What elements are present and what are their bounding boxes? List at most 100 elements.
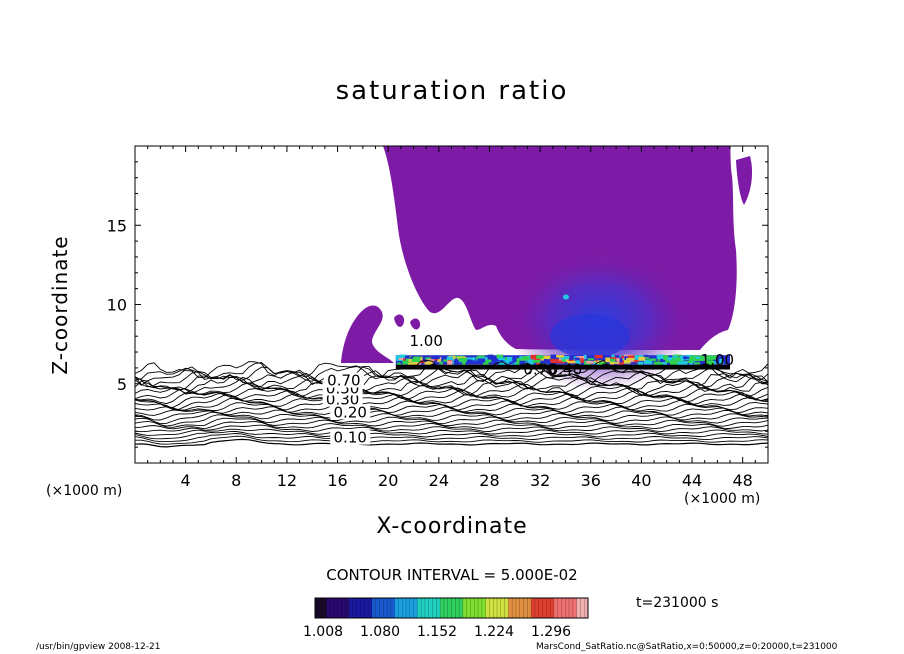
band-cell xyxy=(628,355,636,360)
band-cell xyxy=(436,361,443,365)
band-cell xyxy=(485,359,492,363)
x-unit-label-left: (×1000 m) xyxy=(46,483,123,499)
band-cell xyxy=(519,360,526,366)
contour-label: 1.00 xyxy=(701,351,734,369)
y-tick-label: 5 xyxy=(117,375,127,394)
colorbar-cell xyxy=(428,598,434,618)
contour-line xyxy=(135,431,768,440)
band-cell xyxy=(618,360,624,365)
band-cell xyxy=(667,357,673,361)
band-cell xyxy=(685,354,694,360)
band-cell xyxy=(682,356,690,359)
colorbar-cell xyxy=(402,598,407,618)
supersaturated-blob-small xyxy=(394,314,405,327)
colorbar-cell xyxy=(409,598,415,618)
colorbar-cell xyxy=(326,598,331,618)
colorbar-cell xyxy=(550,598,555,618)
band-cell xyxy=(660,362,668,366)
colorbar-cell xyxy=(345,598,350,618)
colorbar-cell xyxy=(576,598,581,618)
band-cell xyxy=(572,359,578,363)
colorbar-cell xyxy=(538,598,543,618)
band-cell xyxy=(453,360,459,365)
colorbar-cell xyxy=(584,598,589,618)
contour-labels: 0.100.200.300.500.701.001.000.700.40 xyxy=(322,332,734,447)
band-cell xyxy=(657,357,662,361)
colorbar-cell xyxy=(315,598,320,618)
band-cell xyxy=(408,359,412,363)
band-cell xyxy=(498,361,505,366)
colorbar-cell xyxy=(478,598,483,618)
colorbar-cell xyxy=(390,598,396,618)
contour-line xyxy=(135,397,768,411)
band-cell xyxy=(575,360,581,365)
colorbar-cell xyxy=(462,598,468,618)
colorbar-cell xyxy=(413,598,418,618)
band-cell xyxy=(587,358,595,361)
x-axis-label: X-coordinate xyxy=(376,514,528,539)
x-tick-label: 16 xyxy=(327,471,347,490)
colorbar-cell xyxy=(466,598,471,618)
colorbar-cell xyxy=(523,598,528,618)
band-cell xyxy=(411,358,420,363)
band-cell xyxy=(503,358,508,363)
band-cell xyxy=(512,358,519,361)
band-cell xyxy=(620,355,625,359)
contour-line xyxy=(135,366,768,386)
band-cell xyxy=(700,356,709,361)
band-cell xyxy=(543,355,551,360)
band-cell xyxy=(594,355,603,359)
band-cell xyxy=(487,354,493,360)
band-cell xyxy=(526,356,534,361)
band-cell xyxy=(593,362,601,367)
colorbar-cell xyxy=(398,598,403,618)
band-cell xyxy=(530,354,540,360)
band-cell xyxy=(540,358,544,361)
band-cell xyxy=(556,355,565,358)
colorbar-cell xyxy=(546,598,551,618)
colorbar-cell xyxy=(553,598,559,618)
colorbar-cell xyxy=(417,598,422,618)
band-cell xyxy=(462,361,466,367)
band-cell xyxy=(684,360,693,363)
contour-line xyxy=(135,382,768,398)
band-cell xyxy=(638,356,646,361)
y-axis: 5 10 15 xyxy=(107,161,768,448)
contour-label-bg xyxy=(323,372,364,388)
band-cell xyxy=(522,356,530,360)
colorbar-cell xyxy=(580,598,585,618)
contour-line xyxy=(135,414,768,427)
colorbar-cell xyxy=(337,598,343,618)
colorbar-cell xyxy=(330,598,335,618)
contour-line xyxy=(135,390,768,405)
y-tick-label: 15 xyxy=(107,216,127,235)
x-unit-label-right: (×1000 m) xyxy=(684,491,761,507)
contour-line xyxy=(135,392,768,408)
colorbar-cell xyxy=(352,598,358,618)
contour-label-bg xyxy=(330,404,371,420)
band-cell xyxy=(406,357,413,360)
band-cell xyxy=(413,356,421,359)
contour-line xyxy=(135,376,768,397)
band-cell xyxy=(511,361,520,366)
colorbar-tick-label: 1.008 xyxy=(303,624,343,640)
contour-label: 0.10 xyxy=(334,429,367,447)
colorbar-cell xyxy=(565,598,570,618)
contour-line xyxy=(135,386,768,400)
band-cell xyxy=(567,361,575,364)
x-tick-label: 28 xyxy=(479,471,499,490)
contour-line xyxy=(135,375,768,394)
band-cell xyxy=(661,355,669,361)
band-cell xyxy=(455,358,459,363)
colorbar-cell xyxy=(508,598,513,618)
colorbar-cell xyxy=(341,598,346,618)
band-cell xyxy=(688,357,696,361)
colorbar-cell xyxy=(470,598,475,618)
contour-label: 0.70 xyxy=(523,360,556,378)
time-label: t=231000 s xyxy=(636,595,719,611)
band-cell xyxy=(626,357,635,361)
band-cell xyxy=(610,356,617,361)
contour-label-bg xyxy=(330,429,371,445)
band-cell xyxy=(577,356,585,361)
